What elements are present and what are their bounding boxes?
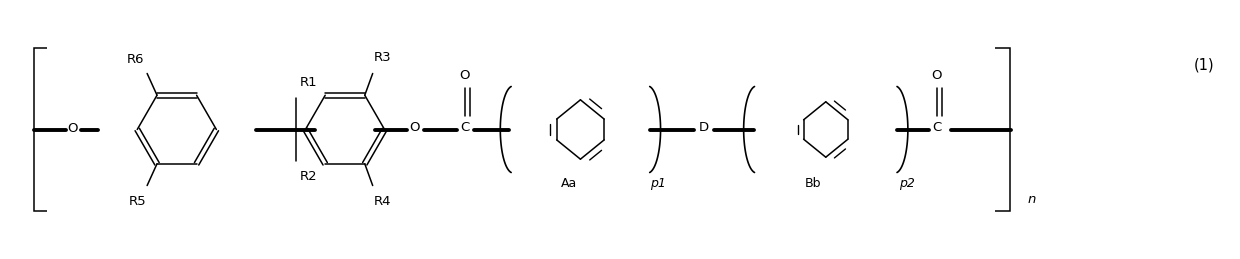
Text: O: O	[460, 69, 470, 82]
Text: O: O	[409, 121, 419, 134]
Text: Aa: Aa	[560, 177, 577, 190]
Text: C: C	[460, 121, 469, 134]
Text: R1: R1	[300, 76, 317, 89]
Text: R5: R5	[129, 195, 146, 208]
Text: D: D	[699, 121, 709, 134]
Text: R4: R4	[373, 195, 392, 208]
Text: (1): (1)	[1193, 58, 1214, 73]
Text: n: n	[1028, 193, 1035, 206]
Text: R3: R3	[373, 51, 392, 64]
Text: Bb: Bb	[805, 177, 821, 190]
Text: C: C	[932, 121, 941, 134]
Text: p2: p2	[899, 177, 915, 190]
Text: O: O	[68, 121, 78, 134]
Text: R2: R2	[300, 170, 317, 183]
Text: O: O	[931, 69, 942, 82]
Text: R6: R6	[126, 53, 144, 66]
Text: p1: p1	[650, 177, 666, 190]
